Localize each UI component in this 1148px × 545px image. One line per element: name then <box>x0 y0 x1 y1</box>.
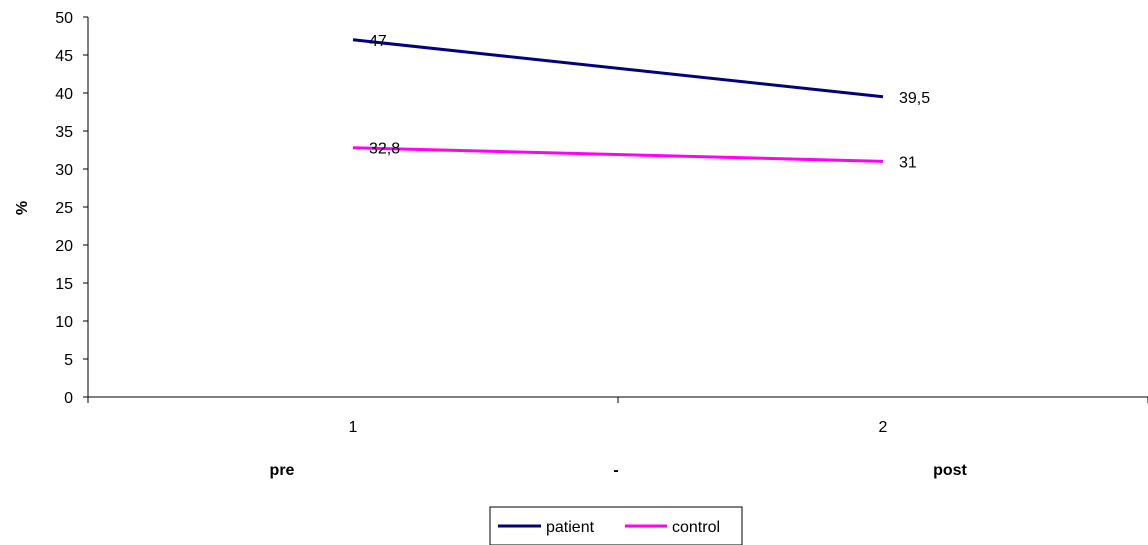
legend-label-control: control <box>672 519 720 536</box>
x-sublabel-post: post <box>933 462 967 479</box>
x-sublabel-pre: pre <box>270 462 295 479</box>
legend: patient control <box>489 506 743 545</box>
y-tick-label: 45 <box>55 48 73 65</box>
series-line-control <box>352 146 884 163</box>
y-axis-ticks: 0 5 10 15 20 25 30 35 40 45 50 <box>55 10 88 407</box>
y-tick-label: 25 <box>55 200 73 217</box>
y-axis-title: % <box>14 201 31 215</box>
y-tick-label: 40 <box>55 86 73 103</box>
data-label-control: 32,8 <box>369 141 400 158</box>
y-tick-label: 0 <box>64 390 73 407</box>
x-sublabel-dash: - <box>613 462 618 479</box>
data-label-patient: 47 <box>369 33 387 50</box>
legend-label-patient: patient <box>546 519 595 536</box>
y-tick-label: 35 <box>55 124 73 141</box>
y-tick-label: 10 <box>55 314 73 331</box>
x-tick-label: 2 <box>879 419 888 436</box>
series-line-patient <box>352 38 884 99</box>
data-label-patient: 39,5 <box>899 90 930 107</box>
y-tick-label: 5 <box>64 352 73 369</box>
legend-item-patient: patient <box>498 519 595 536</box>
x-tick-label: 1 <box>349 419 358 436</box>
series-layer: 47 39,5 32,8 31 <box>352 33 930 171</box>
legend-item-control: control <box>625 519 720 536</box>
y-tick-label: 20 <box>55 238 73 255</box>
data-label-control: 31 <box>899 154 917 171</box>
y-tick-label: 30 <box>55 162 73 179</box>
y-tick-label: 50 <box>55 10 73 27</box>
y-tick-label: 15 <box>55 276 73 293</box>
